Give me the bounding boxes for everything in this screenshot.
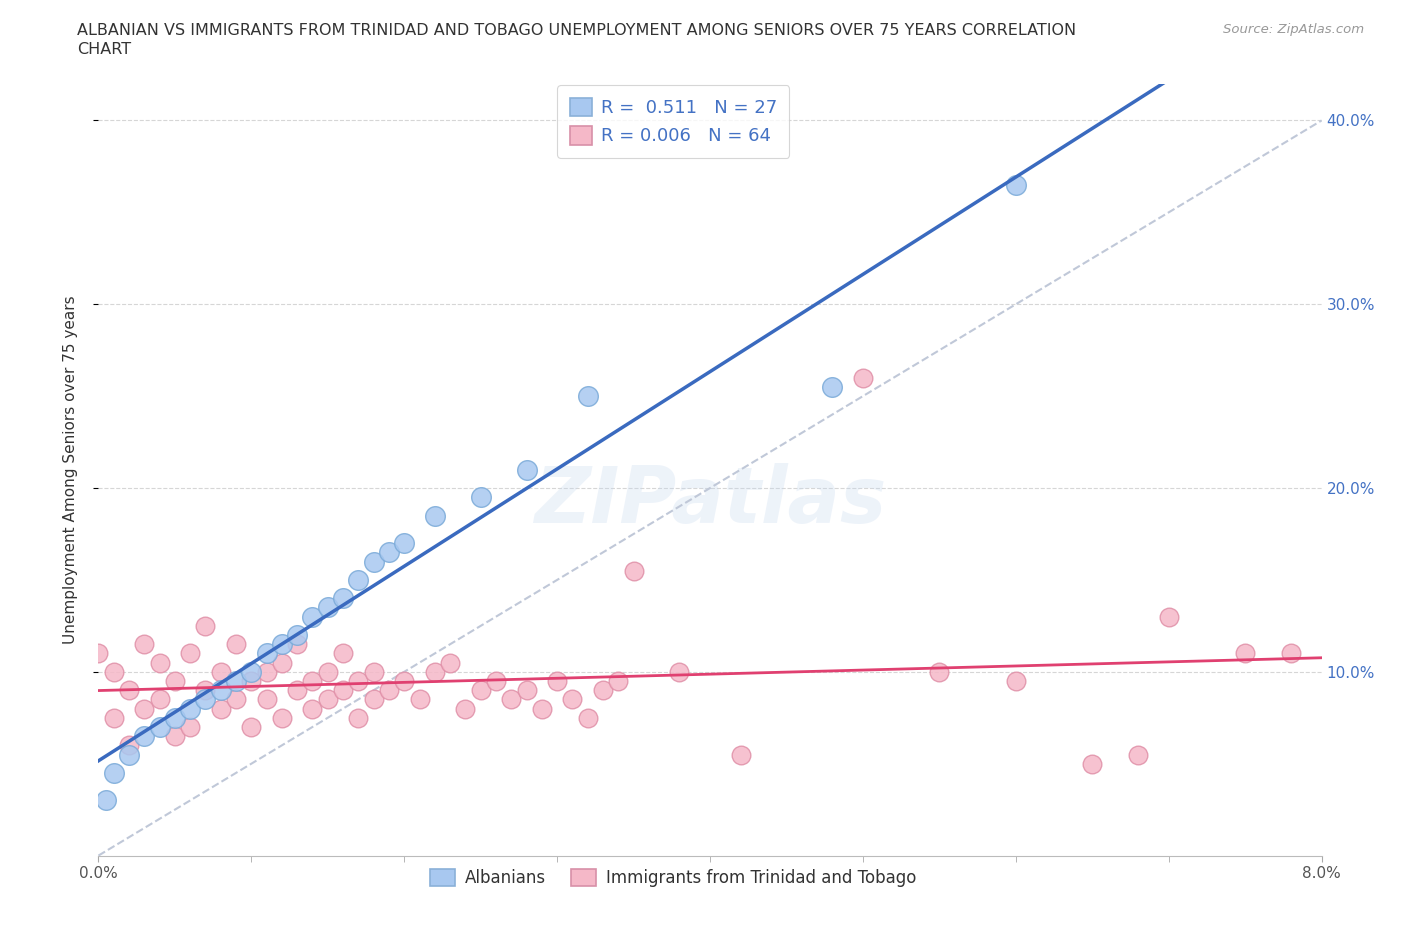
Point (454, 701, 477, 716)
Point (516, 683, 538, 698)
Point (256, 646, 278, 661)
Point (363, 664, 385, 679)
Point (103, 765, 125, 780)
Point (439, 656, 461, 671)
Point (103, 711, 125, 725)
Point (576, 711, 599, 725)
Point (928, 664, 950, 679)
Point (225, 637, 247, 652)
Point (256, 692, 278, 707)
Point (423, 508, 446, 523)
Point (668, 664, 690, 679)
Point (118, 683, 141, 698)
Point (316, 600, 339, 615)
Point (94, 793, 117, 808)
Point (392, 536, 416, 551)
Point (179, 701, 201, 716)
Point (332, 683, 354, 698)
Point (1234, 646, 1257, 661)
Point (149, 692, 172, 707)
Point (378, 683, 401, 698)
Point (378, 545, 401, 560)
Point (332, 646, 354, 661)
Point (607, 673, 630, 688)
Point (270, 711, 294, 725)
Point (485, 673, 508, 688)
Point (240, 720, 263, 735)
Point (546, 673, 568, 688)
Point (1279, 646, 1302, 661)
Point (530, 701, 553, 716)
Point (194, 618, 217, 633)
Point (347, 573, 370, 588)
Point (134, 701, 156, 716)
Point (240, 673, 263, 688)
Point (179, 646, 201, 661)
Point (347, 711, 370, 725)
Point (225, 692, 247, 707)
Point (332, 591, 354, 605)
Point (134, 729, 156, 744)
Point (209, 664, 232, 679)
Point (163, 673, 186, 688)
Point (363, 692, 385, 707)
Point (408, 692, 430, 707)
Point (852, 370, 875, 385)
Text: ALBANIAN VS IMMIGRANTS FROM TRINIDAD AND TOBAGO UNEMPLOYMENT AMONG SENIORS OVER : ALBANIAN VS IMMIGRANTS FROM TRINIDAD AND… (77, 23, 1077, 38)
Point (209, 701, 232, 716)
Point (347, 673, 370, 688)
Point (285, 637, 308, 652)
Point (821, 379, 844, 394)
Point (1157, 609, 1180, 624)
Y-axis label: Unemployment Among Seniors over 75 years: Unemployment Among Seniors over 75 years (63, 296, 77, 644)
Point (179, 720, 201, 735)
Point (256, 664, 278, 679)
Point (285, 683, 308, 698)
Legend: Albanians, Immigrants from Trinidad and Tobago: Albanians, Immigrants from Trinidad and … (420, 859, 927, 897)
Point (1004, 673, 1026, 688)
Point (194, 692, 217, 707)
Point (134, 637, 156, 652)
Point (516, 462, 538, 477)
Point (118, 747, 141, 762)
Point (301, 673, 323, 688)
Point (270, 637, 294, 652)
Text: CHART: CHART (77, 42, 131, 57)
Point (301, 609, 323, 624)
Point (87, 646, 110, 661)
Point (163, 711, 186, 725)
Point (316, 692, 339, 707)
Point (363, 554, 385, 569)
Point (1004, 178, 1026, 193)
Point (285, 628, 308, 643)
Point (103, 664, 125, 679)
Point (316, 664, 339, 679)
Point (501, 692, 523, 707)
Point (163, 729, 186, 744)
Point (1081, 756, 1104, 771)
Point (270, 656, 294, 671)
Point (392, 673, 416, 688)
Point (118, 737, 141, 752)
Point (1128, 747, 1150, 762)
Point (149, 656, 172, 671)
Point (592, 683, 614, 698)
Point (225, 673, 247, 688)
Text: Source: ZipAtlas.com: Source: ZipAtlas.com (1223, 23, 1364, 36)
Point (423, 664, 446, 679)
Point (730, 747, 752, 762)
Point (576, 389, 599, 404)
Point (149, 720, 172, 735)
Point (561, 692, 583, 707)
Point (301, 701, 323, 716)
Point (623, 564, 645, 578)
Point (240, 664, 263, 679)
Point (209, 683, 232, 698)
Point (470, 490, 492, 505)
Text: ZIPatlas: ZIPatlas (534, 462, 886, 538)
Point (470, 683, 492, 698)
Point (194, 683, 217, 698)
